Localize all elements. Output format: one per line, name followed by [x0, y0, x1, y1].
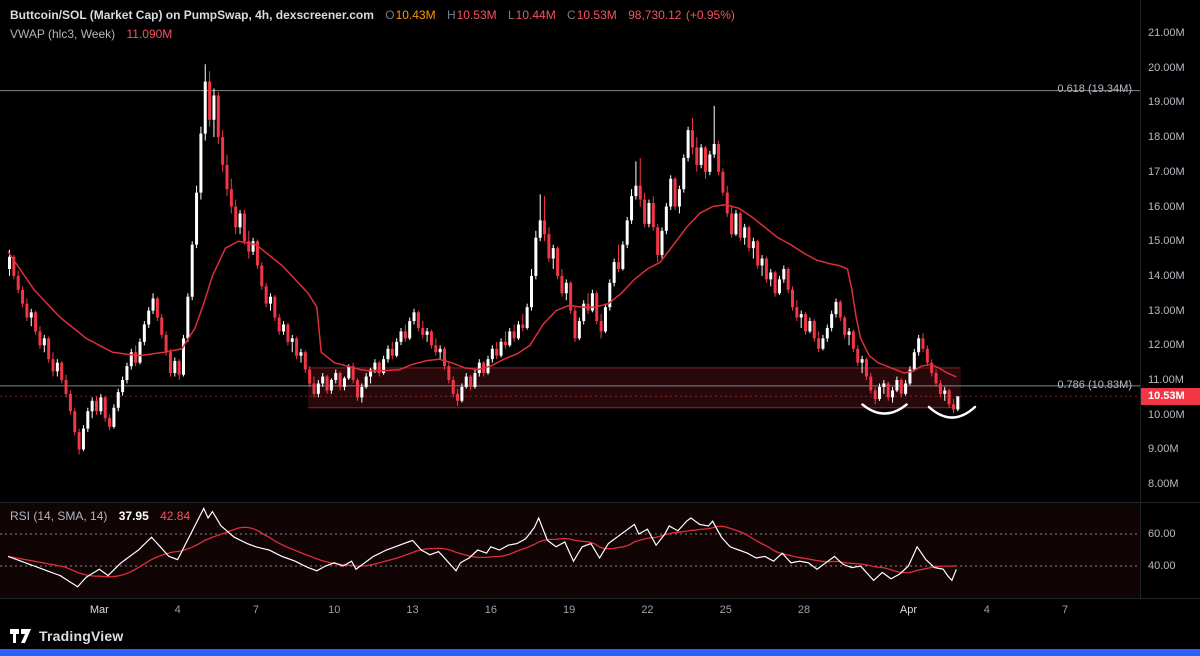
price-axis-label: 14.00M — [1148, 269, 1185, 282]
ohlc-low-label: L — [507, 8, 515, 22]
rsi-axis-label-40: 40.00 — [1148, 560, 1176, 572]
ohlc-change: (+0.95%) — [685, 8, 735, 22]
time-axis-label: 28 — [797, 604, 811, 616]
last-price-badge: 10.53M — [1141, 388, 1200, 406]
price-pane[interactable]: Buttcoin/SOL (Market Cap) on PumpSwap, 4… — [0, 0, 1140, 502]
bottom-accent-bar — [0, 649, 1200, 656]
price-axis-label: 8.00M — [1148, 478, 1179, 491]
time-axis-label: Apr — [899, 604, 917, 616]
ohlc-low-value: 10.44M — [515, 8, 556, 22]
price-axis-label: 11.00M — [1148, 374, 1184, 386]
price-axis-label: 12.00M — [1148, 339, 1185, 352]
price-axis-label: 21.00M — [1148, 27, 1185, 39]
price-axis-label: 17.00M — [1148, 165, 1185, 178]
time-axis-label: 19 — [563, 604, 576, 616]
fib-level-618-label: 0.618 (19.34M) — [1057, 83, 1132, 95]
rsi-value: 37.95 — [118, 509, 149, 523]
rsi-pane[interactable]: RSI (14, SMA, 14) 37.95 42.84 — [0, 502, 1140, 598]
time-axis-label: 13 — [406, 604, 419, 616]
time-axis-label: 22 — [641, 604, 654, 616]
time-axis-label: 4 — [983, 604, 990, 616]
vwap-indicator-title[interactable]: VWAP (hlc3, Week) — [10, 27, 116, 41]
price-axis-label: 9.00M — [1148, 443, 1179, 456]
symbol-title[interactable]: Buttcoin/SOL (Market Cap) on PumpSwap, 4… — [10, 8, 374, 22]
price-axis[interactable]: 10.53M 21.00M 20.00M 19.00M 18.00M 17.00M 16.… — [1140, 0, 1200, 502]
tradingview-brand-text[interactable]: TradingView — [39, 628, 124, 644]
ohlc-close-label: C — [567, 8, 576, 22]
price-chart-canvas[interactable] — [0, 0, 1140, 502]
price-axis-label: 16.00M — [1148, 200, 1185, 213]
ohlc-close-value: 10.53M — [576, 8, 617, 22]
time-axis[interactable]: Mar 4 7 10 13 16 19 22 25 28 Apr 4 7 — [0, 598, 1200, 624]
rsi-chart-canvas[interactable] — [0, 503, 1140, 598]
ohlc-high-value: 10.53M — [456, 8, 497, 22]
ohlc-extra-value: 98,730.12 — [628, 8, 682, 22]
vwap-indicator-value: 11.090M — [126, 27, 173, 41]
symbol-legend: Buttcoin/SOL (Market Cap) on PumpSwap, 4… — [10, 8, 735, 22]
price-axis-label: 20.00M — [1148, 61, 1185, 74]
rsi-axis[interactable]: 60.00 40.00 — [1140, 502, 1200, 598]
rsi-axis-label-60: 60.00 — [1148, 528, 1176, 540]
time-axis-label: Mar — [89, 604, 109, 616]
ohlc-open-value: 10.43M — [395, 8, 436, 22]
vwap-legend: VWAP (hlc3, Week) 11.090M — [10, 27, 172, 41]
ohlc-open-label: O — [385, 8, 395, 22]
rsi-legend: RSI (14, SMA, 14) 37.95 42.84 — [10, 509, 190, 523]
price-axis-label: 13.00M — [1148, 304, 1185, 317]
price-axis-label: 18.00M — [1148, 131, 1185, 144]
time-axis-label: 25 — [719, 604, 732, 616]
time-axis-label: 4 — [174, 604, 181, 616]
price-axis-label: 15.00M — [1148, 235, 1185, 248]
time-axis-label: 16 — [484, 604, 497, 616]
time-axis-label: 10 — [328, 604, 341, 616]
rsi-indicator-title[interactable]: RSI (14, SMA, 14) — [10, 509, 108, 523]
rsi-sma-value: 42.84 — [160, 509, 191, 523]
time-axis-label: 7 — [1061, 604, 1069, 616]
price-axis-label: 10.00M — [1148, 408, 1185, 421]
time-axis-label: 7 — [252, 604, 259, 616]
ohlc-high-label: H — [446, 8, 456, 22]
footer: TradingView — [10, 628, 123, 644]
tradingview-logo[interactable] — [10, 629, 32, 643]
fib-level-786-label: 0.786 (10.83M) — [1057, 379, 1132, 391]
price-axis-label: 19.00M — [1148, 96, 1185, 109]
